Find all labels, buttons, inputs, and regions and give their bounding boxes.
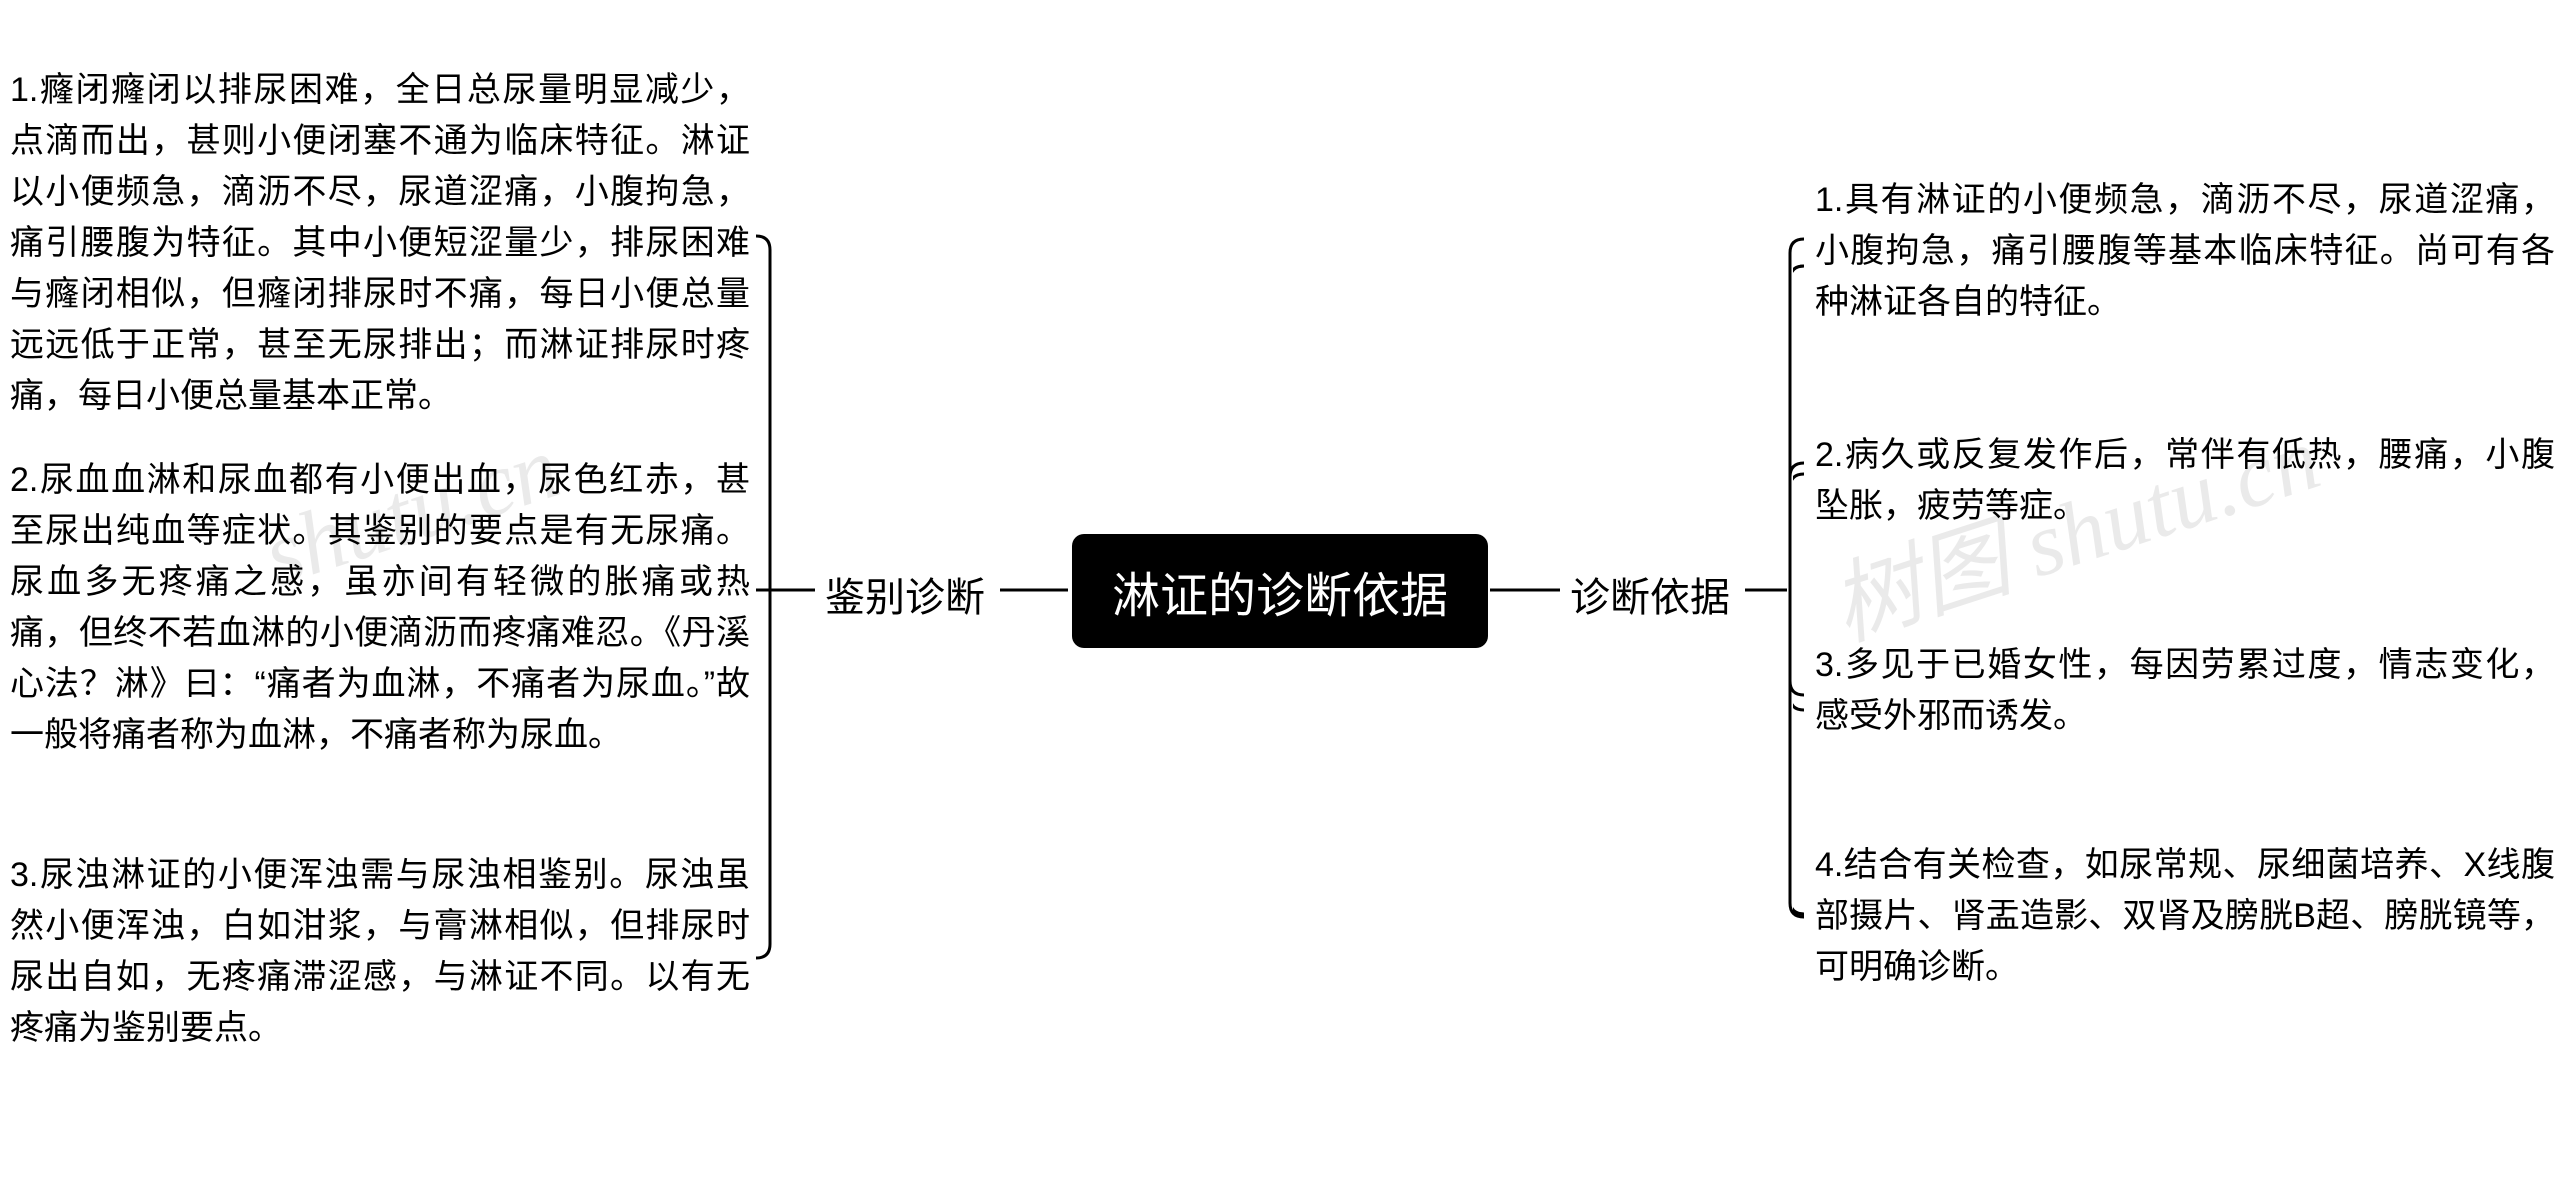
- branch-label-right: 诊断依据: [1570, 565, 1730, 623]
- leaf-left-1: 1.癃闭癃闭以排尿困难，全日总尿量明显减少，点滴而出，甚则小便闭塞不通为临床特征…: [10, 65, 750, 422]
- center-node: 淋证的诊断依据: [1072, 534, 1488, 648]
- leaf-right-2: 2.病久或反复发作后，常伴有低热，腰痛，小腹坠胀，疲劳等症。: [1815, 430, 2555, 532]
- branch-label-left: 鉴别诊断: [825, 565, 985, 623]
- leaf-right-3: 3.多见于已婚女性，每因劳累过度，情志变化，感受外邪而诱发。: [1815, 640, 2555, 742]
- leaf-right-4: 4.结合有关检查，如尿常规、尿细菌培养、X线腹部摄片、肾盂造影、双肾及膀胱B超、…: [1815, 840, 2555, 993]
- mindmap-container: shutu.cn 树图 shutu.cn 淋证的诊断依据 诊断依据 1.具有淋证…: [0, 0, 2560, 1181]
- leaf-left-3: 3.尿浊淋证的小便浑浊需与尿浊相鉴别。尿浊虽然小便浑浊，白如泔浆，与膏淋相似，但…: [10, 850, 750, 1054]
- leaf-left-2: 2.尿血血淋和尿血都有小便出血，尿色红赤，甚至尿出纯血等症状。其鉴别的要点是有无…: [10, 455, 750, 761]
- leaf-right-1: 1.具有淋证的小便频急，滴沥不尽，尿道涩痛，小腹拘急，痛引腰腹等基本临床特征。尚…: [1815, 175, 2555, 328]
